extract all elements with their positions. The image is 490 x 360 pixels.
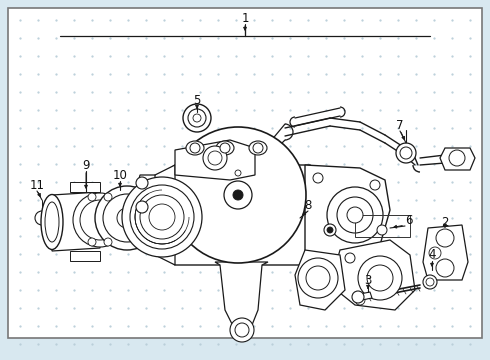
Circle shape [355, 295, 365, 305]
Circle shape [313, 173, 323, 183]
Circle shape [80, 200, 120, 240]
Circle shape [352, 291, 364, 303]
Circle shape [327, 227, 333, 233]
Text: 10: 10 [113, 168, 127, 181]
Bar [355, 215, 410, 237]
Circle shape [400, 147, 412, 159]
Circle shape [103, 194, 151, 242]
Circle shape [208, 151, 222, 165]
Circle shape [224, 181, 252, 209]
Ellipse shape [216, 141, 234, 155]
Circle shape [298, 258, 338, 298]
Polygon shape [423, 225, 468, 280]
Circle shape [436, 259, 454, 277]
Polygon shape [355, 292, 372, 301]
Ellipse shape [45, 202, 59, 242]
Polygon shape [140, 165, 175, 265]
Circle shape [436, 229, 454, 247]
Circle shape [130, 185, 194, 249]
Circle shape [88, 238, 96, 246]
Circle shape [193, 114, 201, 122]
Text: 6: 6 [405, 213, 413, 226]
Circle shape [423, 275, 437, 289]
Circle shape [188, 109, 206, 127]
Circle shape [429, 247, 441, 259]
Circle shape [104, 193, 112, 201]
Circle shape [149, 204, 175, 230]
Circle shape [358, 256, 402, 300]
Circle shape [117, 208, 137, 228]
Circle shape [170, 127, 306, 263]
Circle shape [396, 143, 416, 163]
Circle shape [345, 253, 355, 263]
Circle shape [136, 177, 148, 189]
Circle shape [337, 197, 373, 233]
Circle shape [370, 180, 380, 190]
Circle shape [347, 207, 363, 223]
Text: 3: 3 [364, 274, 372, 287]
Polygon shape [52, 192, 100, 251]
Polygon shape [175, 140, 255, 180]
Text: 2: 2 [441, 216, 449, 229]
Text: 8: 8 [304, 198, 312, 212]
Circle shape [367, 265, 393, 291]
Circle shape [35, 211, 49, 225]
Text: 11: 11 [29, 179, 45, 192]
Circle shape [230, 318, 254, 342]
Polygon shape [305, 165, 390, 265]
Circle shape [306, 266, 330, 290]
Circle shape [324, 224, 336, 236]
Polygon shape [440, 148, 475, 170]
Circle shape [136, 201, 148, 213]
Circle shape [203, 146, 227, 170]
Circle shape [140, 195, 184, 239]
Text: 5: 5 [194, 94, 201, 107]
Circle shape [327, 187, 383, 243]
Polygon shape [215, 262, 268, 330]
Text: 1: 1 [241, 12, 249, 24]
Circle shape [104, 238, 112, 246]
Polygon shape [70, 251, 100, 261]
Text: 4: 4 [428, 248, 436, 261]
Circle shape [377, 225, 387, 235]
Circle shape [95, 186, 159, 250]
Circle shape [122, 177, 202, 257]
Text: 9: 9 [82, 158, 90, 171]
Circle shape [190, 143, 200, 153]
Circle shape [449, 150, 465, 166]
Ellipse shape [186, 141, 204, 155]
Polygon shape [160, 165, 325, 265]
Circle shape [88, 193, 96, 201]
Circle shape [183, 104, 211, 132]
Ellipse shape [41, 194, 63, 249]
Text: 7: 7 [396, 118, 404, 131]
Ellipse shape [249, 141, 267, 155]
Polygon shape [295, 250, 345, 310]
Circle shape [220, 143, 230, 153]
Circle shape [235, 170, 241, 176]
Polygon shape [330, 240, 415, 310]
Circle shape [253, 143, 263, 153]
Circle shape [235, 323, 249, 337]
Circle shape [73, 193, 127, 247]
Polygon shape [70, 182, 100, 192]
Polygon shape [135, 175, 155, 215]
Circle shape [233, 190, 243, 200]
Circle shape [426, 278, 434, 286]
